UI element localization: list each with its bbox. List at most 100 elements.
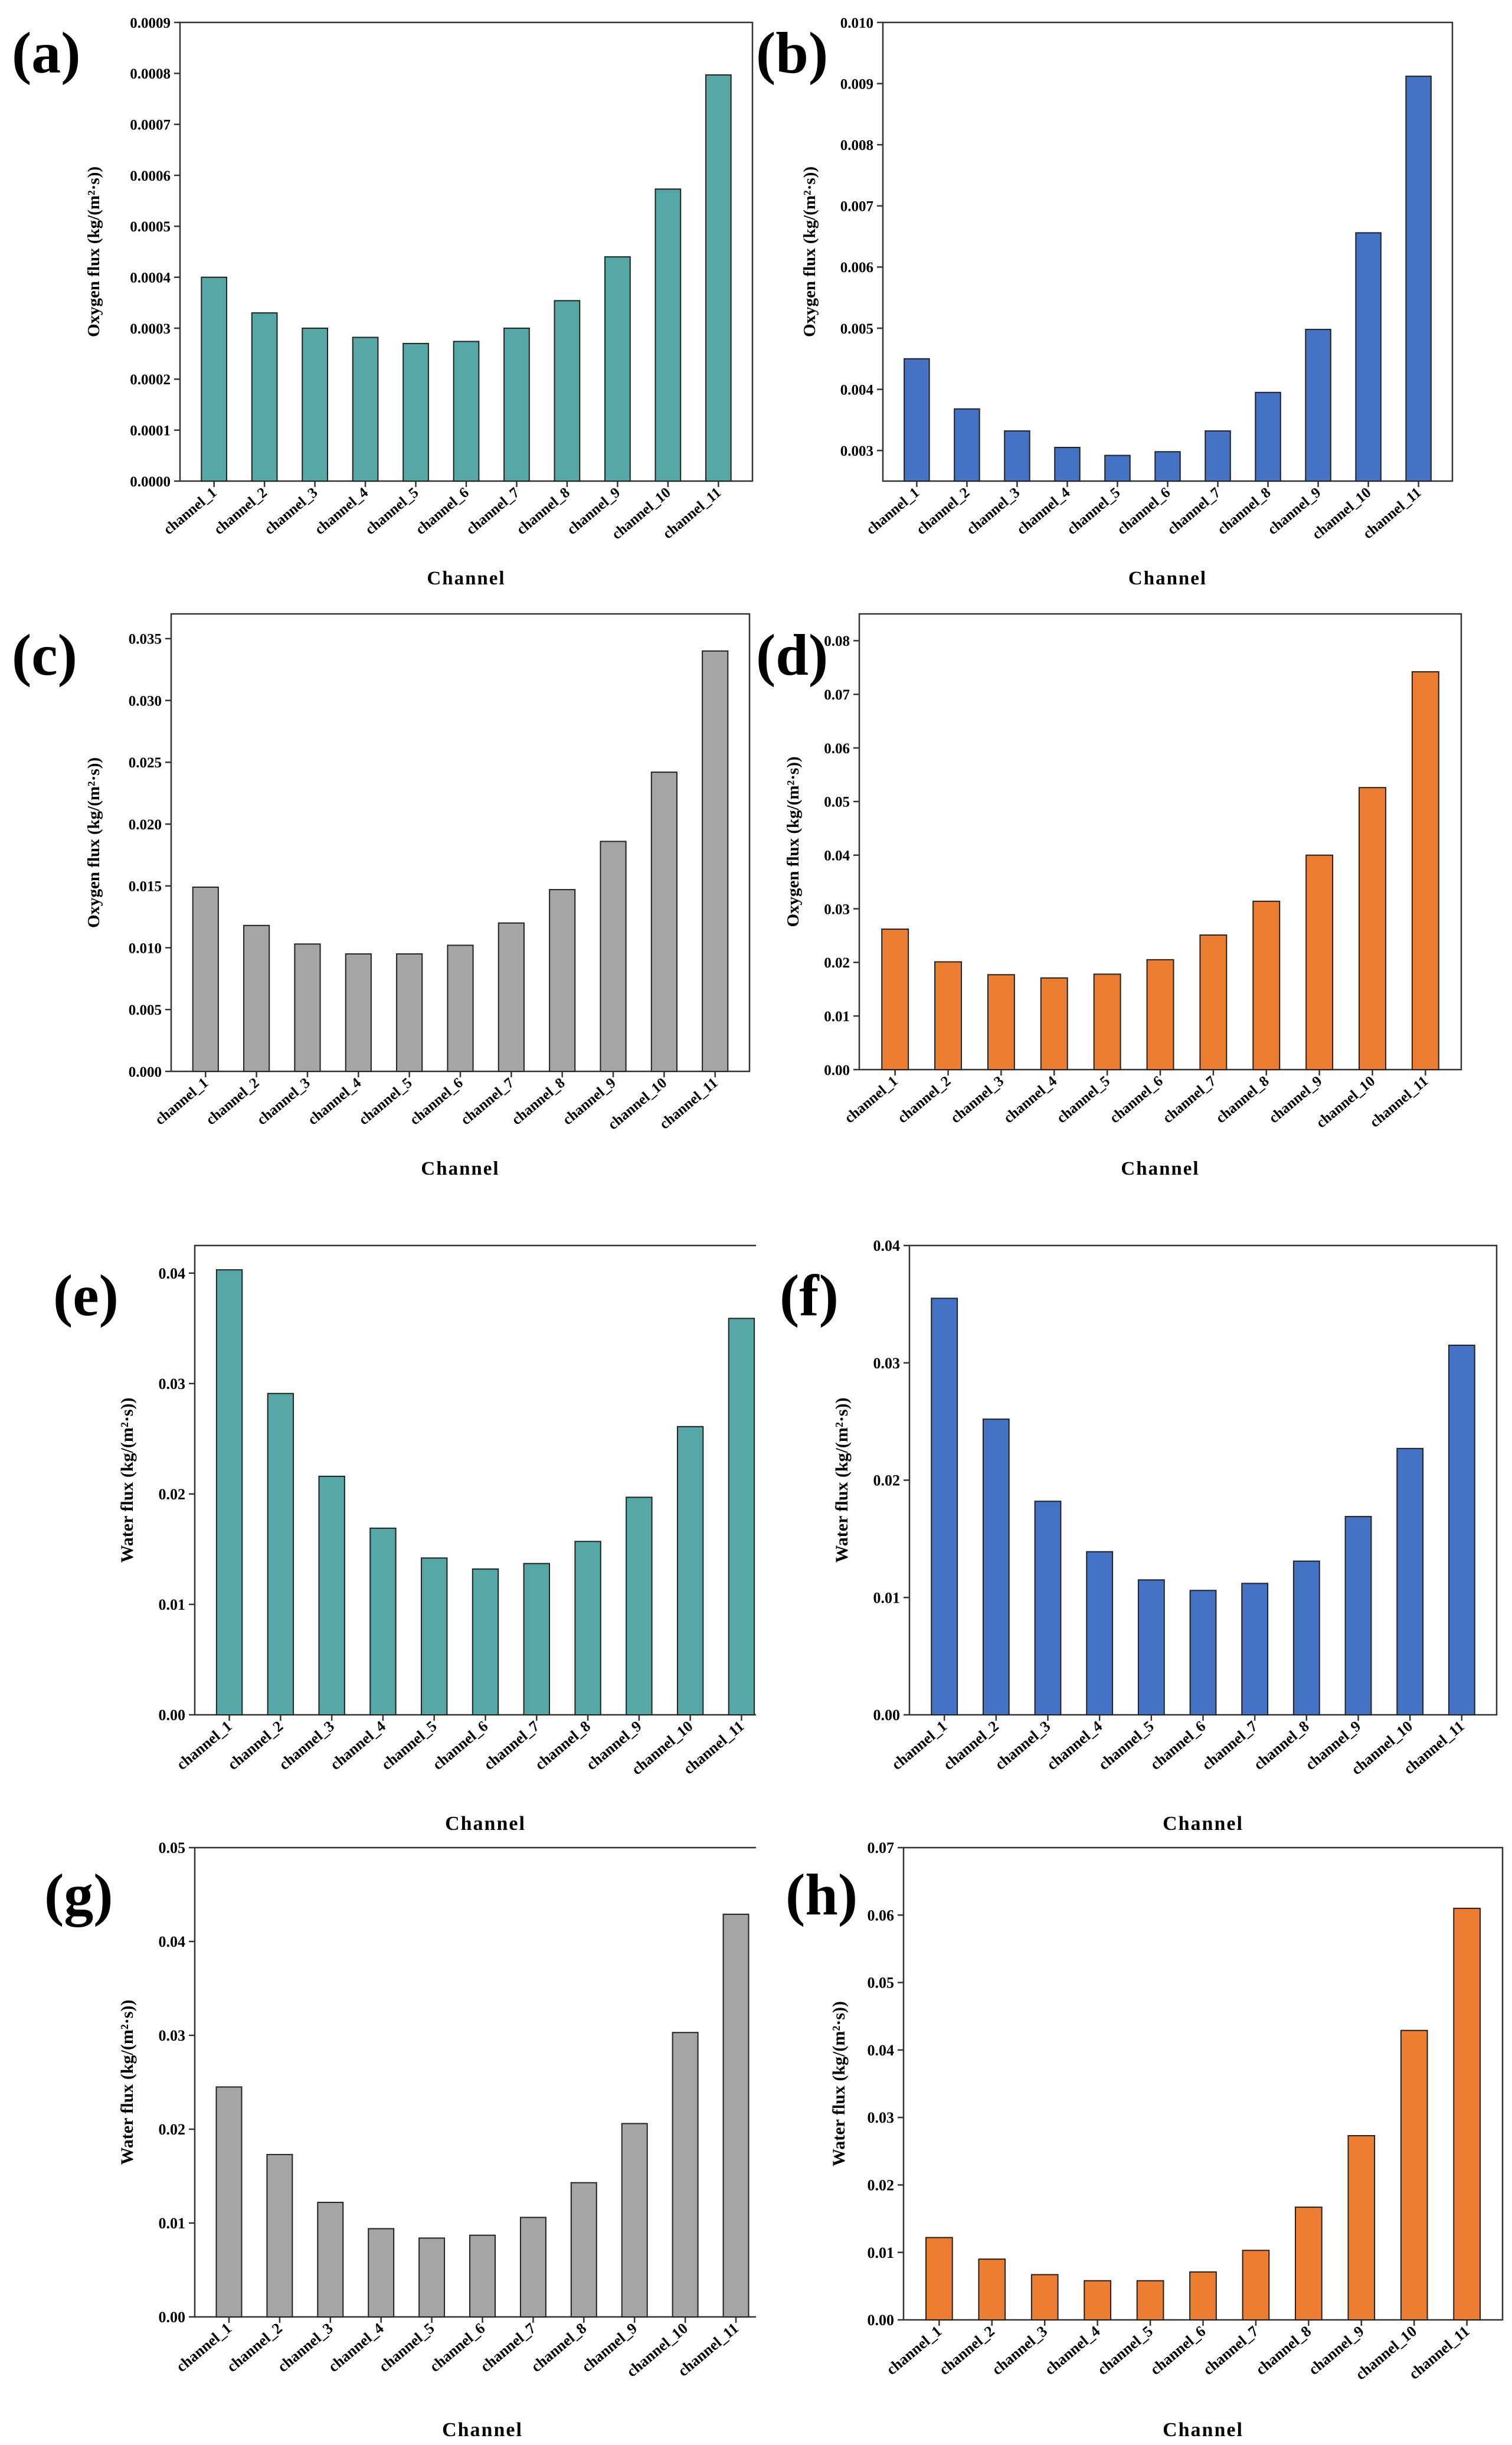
y-tick-label: 0.000 (129, 1064, 162, 1080)
y-tick-label: 0.05 (868, 1975, 895, 1992)
x-axis-label: Channel (1128, 568, 1207, 589)
y-tick-label: 0.01 (868, 2244, 895, 2261)
bar-chart-a: 0.0000 0.0001 0.0002 0.0003 0.0004 0.0005 0.00… (84, 15, 754, 589)
bar-channel_4 (368, 2228, 395, 2317)
x-axis-label: Channel (445, 1813, 526, 1835)
y-tick-label: 0.005 (129, 1002, 162, 1018)
x-tick-label: channel_5 (375, 2319, 437, 2375)
bar-channel_4 (345, 953, 372, 1072)
bar-channel_11 (1448, 1344, 1475, 1715)
y-tick-label: 0.00 (159, 1707, 186, 1724)
x-tick-label: channel_1 (173, 1717, 235, 1773)
x-tick-label: channel_6 (429, 1717, 491, 1773)
y-tick-label: 0.0005 (130, 219, 171, 235)
x-tick-label: channel_4 (325, 2319, 387, 2375)
x-tick-label: channel_7 (480, 1717, 542, 1773)
bar-channel_8 (1255, 391, 1281, 482)
y-tick-label: 0.0004 (130, 270, 171, 286)
x-tick-label: channel_8 (1215, 485, 1274, 538)
bar-channel_2 (934, 961, 962, 1070)
y-tick-label: 0.004 (840, 382, 874, 398)
bar-channel_5 (396, 953, 423, 1072)
x-axis-label: Channel (1163, 2419, 1243, 2441)
bar-channel_7 (1242, 2250, 1270, 2320)
bar-channel_3 (294, 943, 321, 1073)
x-tick-label: channel_4 (1042, 2322, 1104, 2378)
bar-channel_10 (650, 772, 678, 1072)
x-tick-label: channel_8 (532, 1717, 594, 1773)
y-tick-label: 0.06 (824, 741, 850, 757)
y-tick-label: 0.08 (824, 633, 850, 649)
y-tick-label: 0.04 (873, 1237, 901, 1254)
y-axis-label: Oxygen flux (kg/(m²·s)) (84, 166, 103, 337)
x-tick-label: channel_1 (842, 1073, 901, 1126)
y-tick-label: 0.030 (129, 693, 162, 709)
y-tick-label: 0.007 (840, 199, 873, 215)
bar-channel_11 (1405, 76, 1432, 482)
y-tick-label: 0.008 (840, 138, 873, 153)
bar-channel_3 (302, 328, 328, 482)
bar-channel_2 (982, 1418, 1010, 1715)
bar-chart-d: 0.00 0.01 0.02 0.03 0.04 0.05 0.06 0.07 0.08 chan… (784, 613, 1462, 1179)
y-tick-label: 0.010 (840, 15, 873, 31)
bar-channel_10 (676, 1426, 704, 1715)
x-tick-label: channel_2 (914, 485, 973, 538)
bar-channel_11 (1453, 1907, 1481, 2321)
x-axis-label: Channel (421, 1158, 499, 1179)
x-tick-label: channel_5 (356, 1075, 415, 1128)
chart-panel-g: (g) 0.00 0.01 0.02 0.03 0.04 0.05 channel_1 cha… (0, 1839, 771, 2442)
bar-chart-e: 0.000.010.020.030.04channel_1channel_2ch… (117, 1244, 777, 1835)
x-tick-label: channel_7 (477, 2319, 539, 2375)
bar-channel_5 (1093, 973, 1121, 1070)
bar-channel_6 (469, 2234, 496, 2317)
x-tick-label: channel_2 (936, 2322, 998, 2378)
y-tick-label: 0.02 (159, 1486, 186, 1503)
bar-channel_9 (621, 2123, 648, 2317)
x-tick-label: channel_2 (203, 1075, 262, 1128)
y-tick-label: 0.0002 (130, 372, 171, 388)
bar-chart-c: 0.000 0.005 0.010 0.015 0.020 0.025 0.030 0.035… (84, 613, 751, 1179)
bar-chart-b: 0.003 0.004 0.005 0.006 0.007 0.008 0.009 0.010… (800, 15, 1454, 589)
y-tick-label: 0.07 (824, 687, 850, 703)
y-tick-label: 0.0006 (130, 168, 171, 184)
x-tick-label: channel_8 (509, 1075, 568, 1128)
bar-channel_5 (421, 1557, 448, 1715)
y-tick-label: 0.0000 (130, 474, 171, 490)
x-tick-label: channel_7 (1199, 1717, 1261, 1773)
chart-panel-h: (h) 0.00 0.01 0.02 0.03 0.04 0.05 0.06 0.07 chan… (756, 1839, 1512, 2442)
y-tick-label: 0.015 (129, 879, 162, 895)
chart-panel-b: (b) 0.003 0.004 0.005 0.006 0.007 0.008 0.009 0… (756, 0, 1512, 590)
x-tick-label: channel_3 (948, 1073, 1007, 1126)
bar-channel_3 (318, 1475, 345, 1715)
bar-channel_9 (1305, 854, 1334, 1070)
x-tick-label: channel_4 (1014, 485, 1074, 538)
bar-channel_1 (881, 929, 909, 1070)
x-tick-label: channel_3 (964, 485, 1023, 538)
x-tick-label: channel_8 (1251, 1717, 1313, 1773)
bar-channel_1 (215, 1269, 243, 1715)
bar-channel_6 (1154, 451, 1181, 482)
panel-label-c: (c) (12, 622, 77, 688)
bar-channel_6 (1146, 959, 1174, 1070)
x-tick-label: channel_2 (895, 1073, 954, 1126)
y-tick-label: 0.03 (824, 901, 850, 917)
y-tick-label: 0.01 (824, 1009, 850, 1025)
bar-channel_9 (1347, 2135, 1376, 2320)
x-tick-label: channel_6 (1114, 485, 1173, 538)
x-tick-label: channel_3 (254, 1075, 313, 1128)
bar-channel_3 (317, 2202, 344, 2318)
y-tick-label: 0.04 (159, 1933, 186, 1950)
y-tick-label: 0.01 (873, 1589, 901, 1606)
x-tick-label: channel_7 (463, 485, 522, 538)
bar-channel_6 (1189, 2271, 1217, 2320)
bar-channel_11 (728, 1318, 755, 1716)
x-tick-label: channel_10 (1313, 1073, 1378, 1131)
panel-label-d: (d) (756, 622, 829, 688)
x-tick-label: channel_1 (883, 2322, 945, 2378)
y-axis-label: Oxygen flux (kg/(m²·s)) (84, 757, 103, 928)
y-axis-label: Water flux (kg/(m²·s)) (829, 2001, 849, 2166)
x-tick-label: channel_5 (378, 1717, 440, 1773)
y-tick-label: 0.02 (873, 1472, 901, 1489)
x-tick-label: channel_8 (513, 485, 572, 538)
bar-channel_4 (352, 336, 379, 482)
